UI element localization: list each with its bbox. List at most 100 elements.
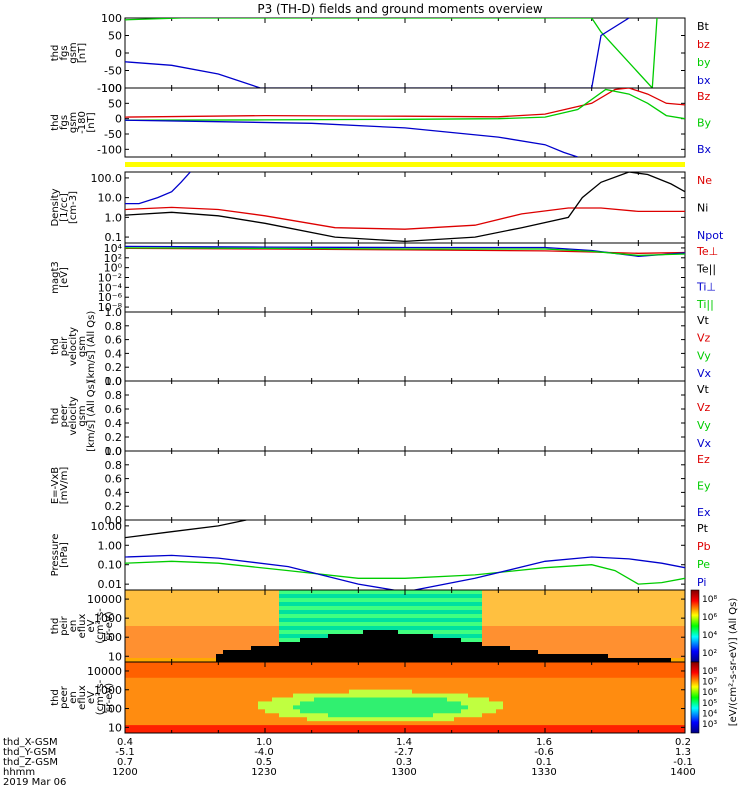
spectrogram-cell [636, 606, 644, 611]
spectrogram-cell [489, 658, 497, 663]
spectrogram-cell [475, 689, 483, 695]
spectrogram-cell [629, 622, 637, 627]
spectrogram-cell [139, 721, 147, 726]
spectrogram-cell [475, 610, 483, 615]
spectrogram-cell [160, 638, 168, 643]
spectrogram-cell [629, 725, 637, 730]
spectrogram-cell [510, 721, 518, 726]
spectrogram-cell [370, 594, 378, 599]
spectrogram-cell [419, 662, 427, 667]
spectrogram-cell [356, 677, 364, 683]
spectrogram-cell [426, 673, 434, 679]
spectrogram-cell [195, 697, 203, 702]
spectrogram-cell [125, 630, 133, 635]
spectrogram-cell [468, 590, 476, 595]
spectrogram-cell [405, 669, 413, 675]
spectrogram-cell [202, 673, 210, 679]
spectrogram-cell [482, 705, 490, 710]
spectrogram-cell [279, 594, 287, 599]
spectrogram-cell [489, 622, 497, 627]
spectrogram-cell [615, 697, 623, 702]
spectrogram-cell [468, 650, 476, 655]
spectrogram-cell [391, 626, 399, 631]
spectrogram-cell [489, 594, 497, 599]
spectrogram-cell [636, 697, 644, 702]
spectrogram-cell [587, 721, 595, 726]
spectrogram-cell [370, 729, 378, 734]
spectrogram-cell [188, 725, 196, 730]
spectrogram-cell [601, 646, 609, 651]
spectrogram-cell [272, 642, 280, 647]
spectrogram-cell [643, 610, 651, 615]
spectrogram-cell [314, 654, 322, 659]
spectrogram-cell [503, 713, 511, 718]
spectrogram-cell [461, 646, 469, 651]
spectrogram-cell [174, 725, 182, 730]
spectrogram-cell [251, 669, 259, 675]
spectrogram-cell [510, 590, 518, 595]
spectrogram-cell [258, 673, 266, 679]
spectrogram-cell [664, 602, 672, 607]
spectrogram-cell [531, 602, 539, 607]
spectrogram-cell [125, 602, 133, 607]
spectrogram-cell [132, 701, 140, 706]
spectrogram-cell [279, 662, 287, 667]
spectrogram-cell [363, 650, 371, 655]
spectrogram-cell [363, 669, 371, 675]
spectrogram-cell [447, 701, 455, 706]
spectrogram-cell [643, 721, 651, 726]
spectrogram-cell [580, 642, 588, 647]
spectrogram-cell [314, 681, 322, 687]
spectrogram-cell [244, 717, 252, 722]
spectrogram-cell [391, 713, 399, 718]
spectrogram-cell [314, 630, 322, 635]
spectrogram-cell [160, 697, 168, 702]
spectrogram-cell [265, 685, 273, 691]
spectrogram-cell [405, 681, 413, 687]
spectrogram-cell [209, 709, 217, 714]
spectrogram-cell [636, 721, 644, 726]
spectrogram-cell [405, 705, 413, 710]
spectrogram-cell [664, 614, 672, 619]
spectrogram-cell [419, 598, 427, 603]
spectrogram-cell [419, 622, 427, 627]
spectrogram-cell [209, 697, 217, 702]
spectrogram-cell [419, 685, 427, 691]
spectrogram-cell [237, 658, 245, 663]
spectrogram-cell [181, 630, 189, 635]
spectrogram-cell [538, 709, 546, 714]
spectrogram-cell [615, 693, 623, 698]
spectrogram-cell [377, 701, 385, 706]
spectrogram-cell [244, 642, 252, 647]
spectrogram-cell [454, 638, 462, 643]
spectrogram-cell [517, 677, 525, 683]
colorbar-tick-label: 10⁶ [702, 613, 717, 623]
spectrogram-cell [188, 677, 196, 683]
spectrogram-cell [223, 622, 231, 627]
spectrogram-cell [377, 685, 385, 691]
spectrogram-cell [524, 598, 532, 603]
spectrogram-cell [223, 705, 231, 710]
spectrogram-cell [678, 622, 686, 627]
spectrogram-cell [433, 594, 441, 599]
spectrogram-cell [454, 622, 462, 627]
spectrogram-cell [412, 689, 420, 695]
spectrogram-cell [468, 725, 476, 730]
spectrogram-cell [447, 673, 455, 679]
spectrogram-cell [223, 654, 231, 659]
spectrogram-cell [286, 697, 294, 702]
spectrogram-cell [146, 705, 154, 710]
spectrogram-cell [573, 626, 581, 631]
spectrogram-cell [370, 650, 378, 655]
spectrogram-cell [587, 713, 595, 718]
spectrogram-cell [153, 658, 161, 663]
spectrogram-cell [615, 630, 623, 635]
spectrogram-cell [412, 614, 420, 619]
spectrogram-cell [419, 669, 427, 675]
spectrogram-cell [286, 630, 294, 635]
spectrogram-cell [265, 594, 273, 599]
spectrogram-cell [594, 654, 602, 659]
spectrogram-cell [174, 634, 182, 639]
spectrogram-cell [188, 658, 196, 663]
